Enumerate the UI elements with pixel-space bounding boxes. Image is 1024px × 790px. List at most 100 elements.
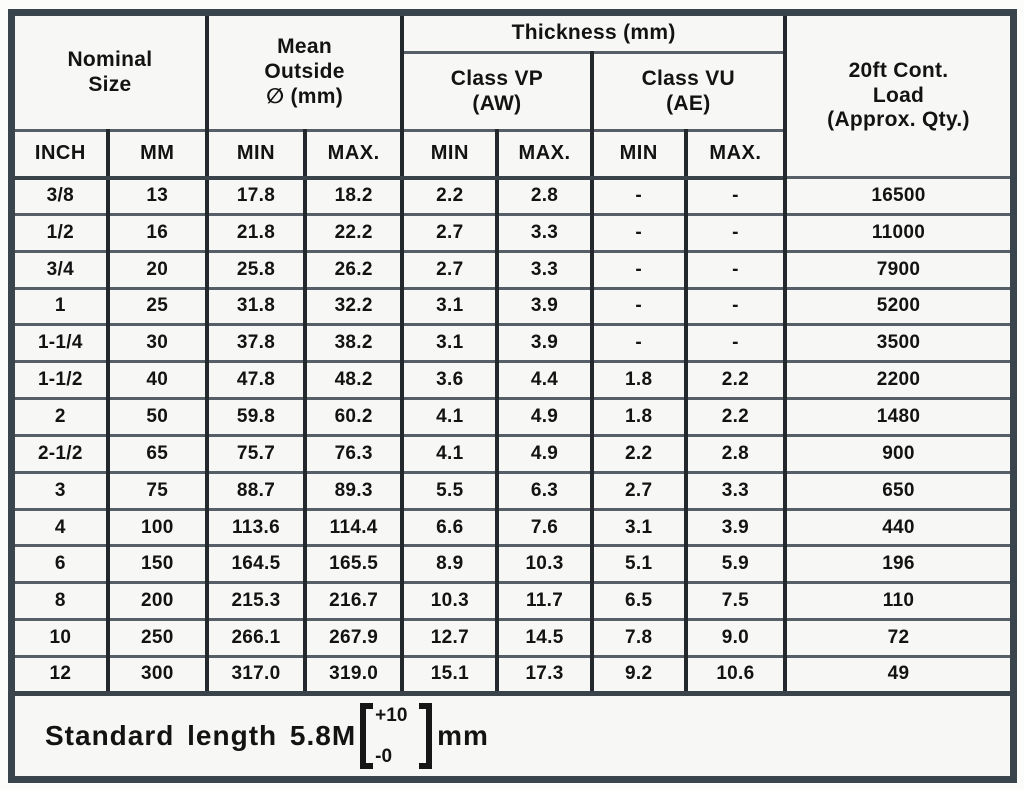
cell-vu-min: 2.7 <box>589 470 688 511</box>
cell-load: 49 <box>783 654 1016 696</box>
cell-mm: 16 <box>105 212 209 253</box>
cell-vp-max: 4.9 <box>495 397 594 437</box>
table-row: 1/2 16 21.8 22.2 2.7 3.3- -11000 <box>9 212 1016 253</box>
cell-od-min: 113.6 <box>204 507 308 548</box>
table-row: 1 25 31.8 32.2 3.1 3.9- -5200 <box>9 286 1016 327</box>
cell-mm: 25 <box>105 286 209 327</box>
tolerance-bracket: +10 -0 <box>360 703 433 769</box>
cell-od-min: 215.3 <box>204 581 308 622</box>
pipe-spec-table: Nominal Size Mean Outside ∅ (mm) Thickne… <box>8 9 1017 783</box>
header-od-max: MAX. <box>303 129 405 180</box>
cell-inch: 10 <box>9 618 110 658</box>
cell-mm: 250 <box>105 618 209 658</box>
cell-od-max: 18.2 <box>303 176 405 216</box>
cell-load: 440 <box>783 507 1016 548</box>
cell-od-min: 266.1 <box>204 618 308 658</box>
tolerance-plus: +10 <box>375 705 408 726</box>
cell-od-max: 165.5 <box>303 544 405 585</box>
table-body: 3/8 13 17.8 18.2 2.2 2.8- -16500 1/2 16 21.8 22.2 2… <box>9 176 1016 696</box>
table-row: 1-1/2 40 47.8 48.2 3.6 4.4 1.8 2.2 2200 <box>9 360 1016 401</box>
cell-vu-min: 2.2 <box>589 433 688 474</box>
cell-inch: 12 <box>9 654 110 696</box>
cell-vu-max: - <box>683 249 788 290</box>
cell-od-max: 22.2 <box>303 212 405 253</box>
standard-length-row: Standard length 5.8M +10 -0 mm <box>16 699 1010 777</box>
cell-vp-min: 6.6 <box>400 507 500 548</box>
cell-od-max: 216.7 <box>303 581 405 622</box>
cell-vp-min: 3.1 <box>400 323 500 364</box>
cell-vp-max: 3.3 <box>495 249 594 290</box>
cell-inch: 1/2 <box>9 212 110 253</box>
bracket-left-icon <box>360 703 374 769</box>
cell-vu-min: 1.8 <box>589 397 688 437</box>
cell-od-max: 267.9 <box>303 618 405 658</box>
cell-vu-max: - <box>683 286 788 327</box>
cell-load: 11000 <box>783 212 1016 253</box>
header-vu-max: MAX. <box>683 129 788 180</box>
cell-od-max: 26.2 <box>303 249 405 290</box>
header-nominal-size: Nominal Size <box>9 11 209 132</box>
cell-load: 900 <box>783 433 1016 474</box>
table-row: 2-1/2 65 75.7 76.3 4.1 4.9 2.2 2.8 900 <box>9 433 1016 474</box>
cell-vu-max: 3.3 <box>683 470 788 511</box>
cell-vp-max: 3.9 <box>495 286 594 327</box>
header-class-vu: Class VU (AE) <box>589 51 788 132</box>
cell-vu-min: - <box>589 286 688 327</box>
cell-inch: 1-1/2 <box>9 360 110 401</box>
cell-vu-max: 5.9 <box>683 544 788 585</box>
cell-load: 16500 <box>783 176 1016 216</box>
cell-mm: 50 <box>105 397 209 437</box>
cell-load: 2200 <box>783 360 1016 401</box>
cell-vp-min: 2.7 <box>400 212 500 253</box>
cell-vu-min: 1.8 <box>589 360 688 401</box>
cell-mm: 40 <box>105 360 209 401</box>
cell-od-min: 88.7 <box>204 470 308 511</box>
cell-od-max: 60.2 <box>303 397 405 437</box>
cell-vp-min: 2.2 <box>400 176 500 216</box>
cell-vu-max: - <box>683 323 788 364</box>
cell-vu-max: 2.8 <box>683 433 788 474</box>
cell-vu-max: - <box>683 176 788 216</box>
cell-vp-max: 11.7 <box>495 581 594 622</box>
cell-vp-max: 7.6 <box>495 507 594 548</box>
header-20ft-container-load: 20ft Cont. Load (Approx. Qty.) <box>783 11 1016 179</box>
cell-od-max: 114.4 <box>303 507 405 548</box>
cell-vu-min: - <box>589 176 688 216</box>
cell-load: 196 <box>783 544 1016 585</box>
cell-mm: 13 <box>105 176 209 216</box>
cell-od-max: 48.2 <box>303 360 405 401</box>
cell-load: 3500 <box>783 323 1016 364</box>
cell-od-max: 32.2 <box>303 286 405 327</box>
table-header: Nominal Size Mean Outside ∅ (mm) Thickne… <box>9 11 1016 180</box>
bracket-right-icon <box>419 703 433 769</box>
cell-od-max: 89.3 <box>303 470 405 511</box>
cell-vp-max: 10.3 <box>495 544 594 585</box>
cell-vu-min: 9.2 <box>589 654 688 696</box>
cell-vu-max: - <box>683 212 788 253</box>
table-row: 3 75 88.7 89.3 5.5 6.3 2.7 3.3 650 <box>9 470 1016 511</box>
header-vp-max: MAX. <box>495 129 594 180</box>
cell-vu-max: 9.0 <box>683 618 788 658</box>
standard-length-note: Standard length 5.8M +10 -0 mm <box>9 691 1016 781</box>
cell-inch: 6 <box>9 544 110 585</box>
cell-vp-min: 10.3 <box>400 581 500 622</box>
cell-vp-max: 4.4 <box>495 360 594 401</box>
header-od-min: MIN <box>204 129 308 180</box>
cell-vu-max: 2.2 <box>683 360 788 401</box>
header-vp-min: MIN <box>400 129 500 180</box>
header-vu-min: MIN <box>589 129 688 180</box>
cell-od-max: 76.3 <box>303 433 405 474</box>
cell-vu-min: 7.8 <box>589 618 688 658</box>
cell-inch: 2-1/2 <box>9 433 110 474</box>
cell-vp-min: 12.7 <box>400 618 500 658</box>
table-row: 2 50 59.8 60.2 4.1 4.9 1.8 2.2 1480 <box>9 397 1016 437</box>
cell-vp-min: 2.7 <box>400 249 500 290</box>
table-row: 8 200 215.3 216.7 10.3 11.7 6.5 7.5 110 <box>9 581 1016 622</box>
tolerance-values: +10 -0 <box>373 703 419 769</box>
cell-inch: 8 <box>9 581 110 622</box>
cell-vp-min: 4.1 <box>400 433 500 474</box>
cell-inch: 1-1/4 <box>9 323 110 364</box>
cell-vp-max: 2.8 <box>495 176 594 216</box>
cell-load: 650 <box>783 470 1016 511</box>
